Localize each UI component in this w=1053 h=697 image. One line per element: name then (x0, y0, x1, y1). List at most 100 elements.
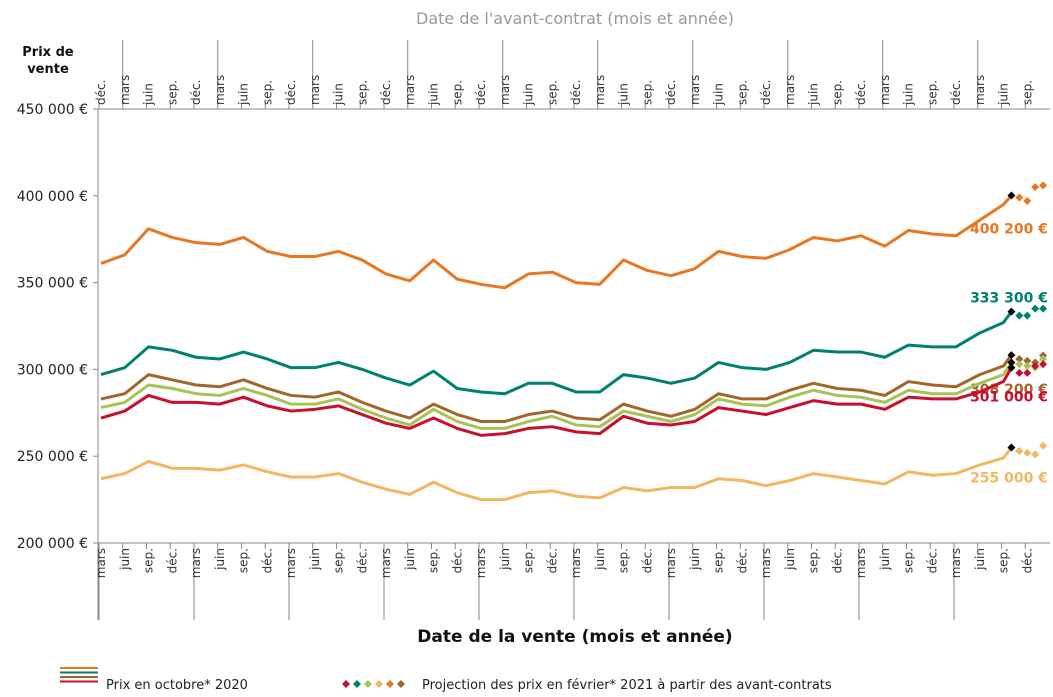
final-point (1007, 363, 1016, 372)
x-tick-label: mars (474, 548, 488, 578)
top-tick-label: mars (973, 75, 987, 105)
legend-label: Projection des prix en février* 2021 à p… (422, 678, 832, 693)
top-tick-label: juin (332, 83, 346, 106)
series-line (100, 366, 1013, 437)
x-tick-label: mars (664, 548, 678, 578)
top-tick-label: sep. (545, 80, 559, 105)
projection-point (1023, 311, 1032, 320)
projection-point (1023, 356, 1032, 365)
projection-point (1015, 446, 1024, 455)
x-tick-label: sep. (427, 548, 441, 573)
x-tick-label: sep. (902, 548, 916, 573)
final-label: 400 200 € (970, 221, 1048, 237)
top-tick-label: sep. (450, 80, 464, 105)
top-tick-label: déc. (759, 80, 773, 105)
x-tick-label: juin (878, 548, 892, 571)
top-tick-label: déc. (949, 80, 963, 105)
y-tick-label: 450 000 € (17, 102, 88, 118)
x-tick-label: déc. (355, 548, 369, 573)
y-tick-label: 400 000 € (17, 189, 88, 205)
x-tick-label: juin (593, 548, 607, 571)
final-label: 255 000 € (970, 471, 1048, 487)
legend-swatch (353, 680, 361, 688)
top-tick-label: juin (617, 83, 631, 106)
projection-point (1039, 304, 1048, 313)
x-tick-label: sep. (332, 548, 346, 573)
x-tick-label: déc. (1020, 548, 1034, 573)
x-tick-label: sep. (712, 548, 726, 573)
top-tick-label: déc. (189, 80, 203, 105)
projection-point (1015, 193, 1024, 202)
series-line (100, 194, 1013, 290)
top-tick-label: sep. (165, 80, 179, 105)
y-tick-label: 200 000 € (17, 536, 88, 552)
top-tick-label: mars (213, 75, 227, 105)
x-tick-label: déc. (640, 548, 654, 573)
projection-point (1031, 183, 1040, 192)
top-tick-label: déc. (474, 80, 488, 105)
top-tick-label: mars (593, 75, 607, 105)
x-tick-label: mars (759, 548, 773, 578)
x-tick-label: juin (973, 548, 987, 571)
top-axis-title: Date de l'avant-contrat (mois et année) (416, 9, 734, 28)
final-point (1007, 358, 1016, 367)
projection-point (1039, 181, 1048, 190)
x-tick-label: déc. (260, 548, 274, 573)
top-tick-label: sep. (735, 80, 749, 105)
x-tick-label: mars (189, 548, 203, 578)
x-tick-label: déc. (830, 548, 844, 573)
top-tick-label: mars (878, 75, 892, 105)
x-tick-label: juin (783, 548, 797, 571)
y-tick-label: 350 000 € (17, 276, 88, 292)
top-tick-label: mars (118, 75, 132, 105)
projection-point (1023, 448, 1032, 457)
projection-point (1015, 354, 1024, 363)
final-label: 333 300 € (970, 291, 1048, 307)
top-tick-label: déc. (569, 80, 583, 105)
top-tick-label: juin (997, 83, 1011, 106)
x-tick-label: déc. (735, 548, 749, 573)
top-tick-label: juin (712, 83, 726, 106)
final-label: 301 000 € (970, 390, 1048, 406)
x-tick-label: juin (308, 548, 322, 571)
legend-swatch (364, 680, 372, 688)
projection-point (1031, 450, 1040, 459)
x-tick-label: déc. (925, 548, 939, 573)
top-tick-label: mars (498, 75, 512, 105)
top-tick-label: sep. (925, 80, 939, 105)
projection-point (1015, 360, 1024, 369)
x-tick-label: juin (498, 548, 512, 571)
x-tick-label: juin (688, 548, 702, 571)
final-point (1007, 351, 1016, 360)
x-tick-label: mars (949, 548, 963, 578)
x-tick-label: déc. (450, 548, 464, 573)
top-tick-label: sep. (260, 80, 274, 105)
top-tick-label: juin (902, 83, 916, 106)
projection-point (1023, 197, 1032, 206)
top-tick-label: sep. (1020, 80, 1034, 105)
top-tick-label: mars (688, 75, 702, 105)
top-tick-label: mars (308, 75, 322, 105)
final-point (1007, 307, 1016, 316)
x-tick-label: juin (213, 548, 227, 571)
top-tick-label: déc. (284, 80, 298, 105)
projection-point (1015, 311, 1024, 320)
legend-swatch (342, 680, 350, 688)
legend-swatch (386, 680, 394, 688)
x-tick-label: sep. (522, 548, 536, 573)
legend-label: Prix en octobre* 2020 (106, 678, 248, 693)
top-tick-label: mars (403, 75, 417, 105)
y-axis-title: Prix de vente (22, 45, 74, 77)
x-tick-label: déc. (165, 548, 179, 573)
projection-point (1031, 304, 1040, 313)
x-axis-title: Date de la vente (mois et année) (417, 627, 732, 647)
x-tick-label: sep. (807, 548, 821, 573)
y-tick-label: 300 000 € (17, 362, 88, 378)
projection-point (1023, 361, 1032, 370)
legend-swatch (375, 680, 383, 688)
projection-point (1023, 368, 1032, 377)
top-tick-label: sep. (830, 80, 844, 105)
top-tick-label: mars (783, 75, 797, 105)
